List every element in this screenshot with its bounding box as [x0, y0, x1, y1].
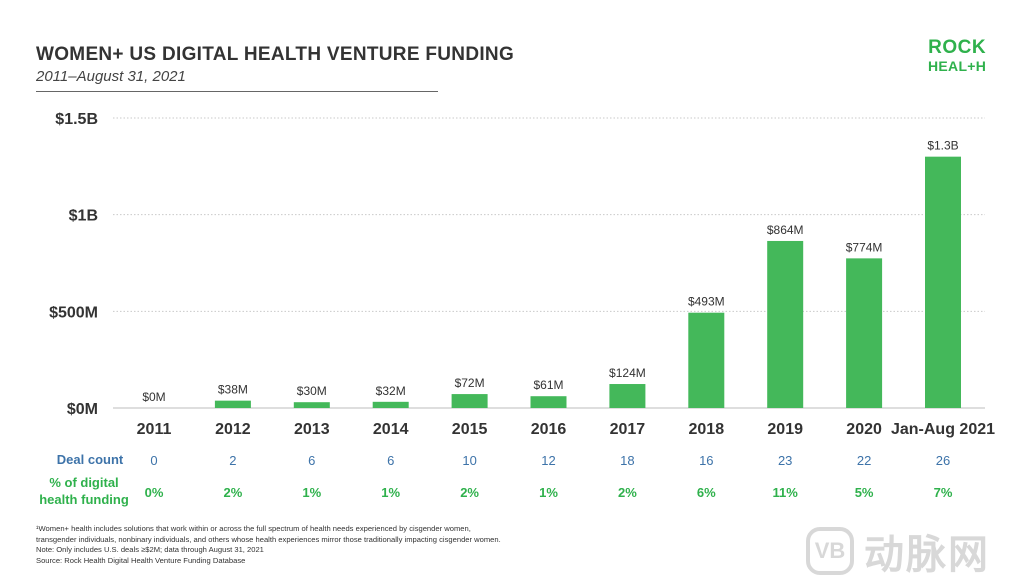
footnote-line-1: ¹Women+ health includes solutions that w…	[36, 524, 471, 533]
deal-count-value: 10	[462, 453, 476, 468]
x-tick-label: 2014	[373, 421, 409, 438]
bar	[451, 394, 488, 408]
pct-funding-value: 2%	[460, 485, 479, 500]
deal-count-value: 22	[857, 453, 871, 468]
deal-count-value: 23	[778, 453, 792, 468]
x-tick-label: 2015	[452, 421, 488, 438]
pct-funding-value: 0%	[145, 485, 164, 500]
pct-funding-value: 1%	[302, 485, 321, 500]
pct-funding-value: 2%	[618, 485, 637, 500]
y-tick-label: $0M	[67, 401, 98, 418]
x-tick-label: 2020	[846, 421, 882, 438]
pct-funding-value: 2%	[224, 485, 243, 500]
deal-count-label: Deal count	[56, 452, 124, 467]
footnote-note: Note: Only includes U.S. deals ≥$2M; dat…	[36, 545, 264, 555]
deal-count-value: 16	[699, 453, 713, 468]
bar	[372, 401, 409, 408]
pct-funding-label: % of digital health funding	[22, 474, 146, 508]
deal-count-value: 6	[308, 453, 315, 468]
pct-funding-value: 6%	[697, 485, 716, 500]
pct-funding-label-line-1: % of digital	[49, 475, 119, 490]
deal-count-value: 12	[541, 453, 555, 468]
chart-title: WOMEN+ US DIGITAL HEALTH VENTURE FUNDING	[36, 44, 515, 65]
bar-value-label: $72M	[455, 376, 485, 390]
bar-value-label: $864M	[767, 223, 804, 237]
bar-value-label: $493M	[688, 295, 725, 309]
logo-line-2: HEAL+H	[928, 58, 987, 74]
bar-value-label: $32M	[376, 384, 406, 398]
x-tick-label: 2011	[137, 421, 172, 438]
bar-value-label: $30M	[297, 384, 327, 398]
bar	[688, 312, 725, 408]
bar	[609, 384, 646, 408]
pct-funding-value: 5%	[855, 485, 874, 500]
deal-count-value: 18	[620, 453, 634, 468]
pct-funding-value: 1%	[381, 485, 400, 500]
x-tick-label: 2019	[767, 421, 803, 438]
bar	[925, 156, 961, 408]
pct-funding-value: 1%	[539, 485, 558, 500]
y-tick-label: $1B	[69, 208, 98, 225]
pct-funding-value: 11%	[773, 485, 799, 500]
bar	[214, 400, 251, 408]
bar-value-label: $61M	[533, 378, 563, 392]
rock-health-logo: ROCK HEAL+H	[928, 38, 986, 73]
footnote-source: Source: Rock Health Digital Health Ventu…	[36, 555, 246, 565]
bar-value-label: $0M	[142, 390, 165, 404]
bar	[293, 402, 330, 408]
x-tick-label: 2012	[215, 421, 251, 438]
y-tick-label: $500M	[49, 304, 98, 321]
title-divider	[36, 91, 438, 92]
watermark: VB 动脉网	[806, 522, 990, 580]
watermark-badge-icon: VB	[806, 527, 854, 575]
chart-subtitle: 2011–August 31, 2021	[36, 68, 186, 85]
x-tick-label: Jan-Aug 2021	[891, 421, 995, 438]
footnotes: ¹Women+ health includes solutions that w…	[36, 524, 501, 566]
deal-count-value: 0	[150, 453, 157, 468]
bar-value-label: $1.3B	[927, 139, 958, 153]
x-tick-label: 2013	[294, 421, 330, 438]
bar	[846, 258, 883, 408]
pct-funding-value: 7%	[934, 485, 953, 500]
deal-count-value: 6	[387, 453, 394, 468]
bar	[530, 396, 567, 408]
x-tick-label: 2018	[689, 421, 725, 438]
bar-value-label: $38M	[218, 383, 248, 397]
deal-count-value: 2	[229, 453, 236, 468]
watermark-text: 动脉网	[864, 533, 990, 577]
logo-line-1: ROCK	[928, 37, 987, 58]
bar-value-label: $774M	[846, 240, 883, 254]
deal-count-value: 26	[936, 453, 950, 468]
bar	[767, 240, 804, 408]
bar-value-label: $124M	[609, 366, 646, 380]
y-tick-label: $1.5B	[55, 111, 98, 128]
x-tick-label: 2017	[610, 421, 646, 438]
footnote-line-2: transgender individuals, nonbinary indiv…	[36, 534, 501, 544]
x-tick-label: 2016	[531, 421, 567, 438]
pct-funding-label-line-2: health funding	[39, 492, 129, 507]
